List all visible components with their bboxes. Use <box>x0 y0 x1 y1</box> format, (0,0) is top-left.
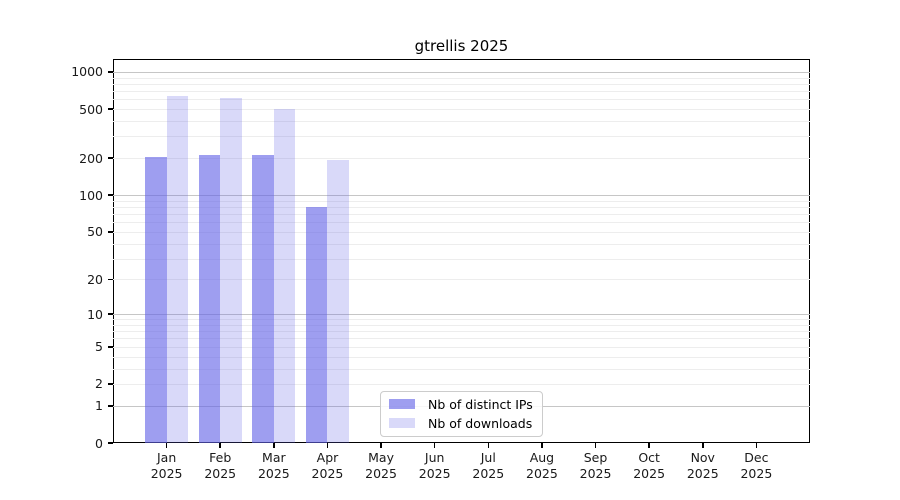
plot-area: Nb of distinct IPs Nb of downloads 0 1 2 5 1… <box>71 59 810 481</box>
bar-distinct-ips <box>306 207 328 443</box>
gridline-major <box>113 314 810 316</box>
x-tick-label: Mar 2025 <box>257 450 290 481</box>
legend-item-distinct-ips: Nb of distinct IPs <box>389 396 533 412</box>
bar-distinct-ips <box>198 155 221 443</box>
gridline-minor <box>113 77 810 79</box>
x-axis-tick <box>380 443 382 448</box>
y-axis-tick <box>108 231 113 233</box>
x-tick-label: May 2025 <box>365 450 397 481</box>
y-axis-tick <box>108 157 113 159</box>
y-tick-label: 0 <box>95 435 103 451</box>
y-axis-tick <box>108 346 113 348</box>
y-tick-label: 1000 <box>71 64 103 80</box>
x-axis-tick <box>433 443 436 448</box>
gridline-minor <box>113 383 810 385</box>
legend-item-downloads: Nb of downloads <box>389 415 533 431</box>
gridline-major <box>113 195 810 197</box>
x-axis-tick <box>541 443 543 448</box>
bar-downloads <box>166 95 189 443</box>
gridline-major <box>113 71 810 73</box>
legend-swatch-distinct-ips-icon <box>389 399 415 409</box>
gridline-minor <box>113 356 810 358</box>
y-tick-label: 10 <box>87 306 103 322</box>
x-axis-tick <box>326 443 329 448</box>
x-tick-label: Dec 2025 <box>740 450 773 481</box>
y-tick-label: 5 <box>95 339 103 355</box>
x-axis-tick <box>648 443 650 448</box>
y-tick-label: 500 <box>79 101 103 117</box>
y-tick-label: 20 <box>87 271 103 287</box>
y-axis-tick <box>108 442 113 444</box>
bar-distinct-ips <box>252 154 274 443</box>
bar-downloads <box>220 98 242 443</box>
x-axis-tick <box>755 443 758 448</box>
gridline-minor <box>113 243 810 245</box>
legend-swatch-downloads-icon <box>389 418 415 428</box>
x-tick-label: Jul 2025 <box>472 450 505 481</box>
x-axis-tick <box>219 443 221 448</box>
x-axis-tick <box>165 443 168 448</box>
y-axis-tick <box>108 313 113 315</box>
gridline-minor <box>113 258 810 260</box>
gridline-minor <box>113 324 810 326</box>
x-axis-tick <box>487 443 490 448</box>
gridline-minor <box>113 99 810 101</box>
gridline-minor <box>113 158 810 160</box>
bar-downloads <box>327 159 349 443</box>
legend: Nb of distinct IPs Nb of downloads <box>380 391 543 437</box>
y-axis-tick <box>108 383 113 385</box>
gridline-minor <box>113 368 810 370</box>
bar-distinct-ips <box>145 156 167 443</box>
gridline-minor <box>113 121 810 123</box>
legend-label-downloads: Nb of downloads <box>428 415 533 431</box>
x-axis-tick <box>702 443 704 448</box>
gridline-minor <box>113 319 810 321</box>
bar-downloads <box>273 109 296 443</box>
x-tick-label: Apr 2025 <box>311 450 344 481</box>
gridline-minor <box>113 83 810 85</box>
gridline-minor <box>113 231 810 233</box>
y-tick-label: 1 <box>95 398 103 414</box>
y-axis-tick <box>108 194 113 196</box>
x-axis-tick <box>594 443 597 448</box>
gridline-minor <box>113 279 810 281</box>
gridline-minor <box>113 200 810 202</box>
y-axis-tick <box>108 405 113 407</box>
y-tick-label: 50 <box>87 224 103 240</box>
x-tick-label: Oct 2025 <box>633 450 666 481</box>
x-tick-label: Aug 2025 <box>526 450 558 481</box>
gridline-minor <box>113 338 810 340</box>
x-axis-tick <box>273 443 275 448</box>
x-tick-label: Sep 2025 <box>579 450 612 481</box>
gridline-minor <box>113 91 810 93</box>
chart-title: gtrellis 2025 <box>414 37 509 55</box>
legend-label-distinct-ips: Nb of distinct IPs <box>428 396 533 412</box>
x-tick-label: Feb 2025 <box>204 450 237 481</box>
y-axis-tick <box>108 108 113 110</box>
y-tick-label: 200 <box>79 150 103 166</box>
y-tick-label: 100 <box>79 187 103 203</box>
y-axis-tick <box>108 278 113 281</box>
x-tick-label: Nov 2025 <box>686 450 719 481</box>
gridline-minor <box>113 331 810 333</box>
gridline-minor <box>113 136 810 138</box>
gridline-minor <box>113 109 810 111</box>
x-tick-label: Jun 2025 <box>418 450 451 481</box>
x-tick-label: Jan 2025 <box>150 450 183 481</box>
y-tick-label: 2 <box>95 376 103 392</box>
y-axis-tick <box>108 71 113 73</box>
gridline-minor <box>113 214 810 216</box>
gridline-minor <box>113 222 810 224</box>
gridline-minor <box>113 346 810 348</box>
gridline-minor <box>113 206 810 208</box>
